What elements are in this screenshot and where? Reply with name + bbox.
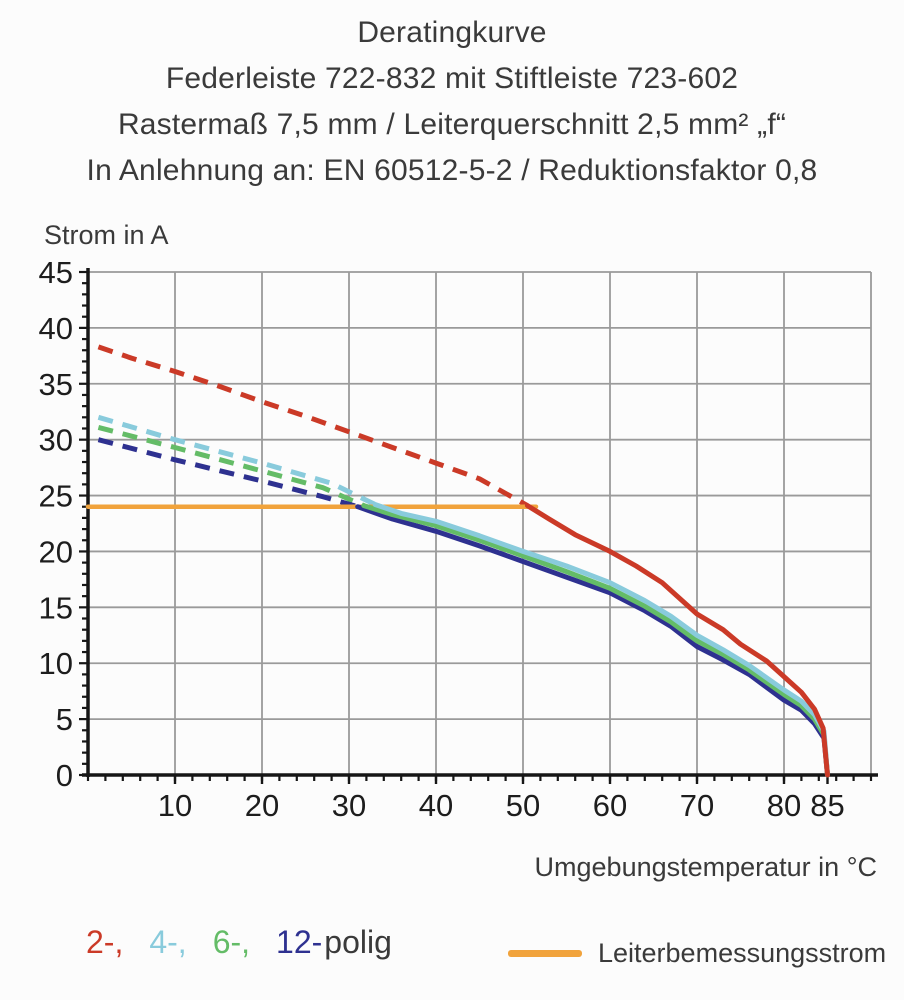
y-tick-label: 45 [39, 255, 73, 290]
legend-item-4-polig: 4-, [149, 924, 187, 960]
y-tick-label: 35 [39, 367, 73, 402]
curve-4-polig-solid [372, 502, 830, 778]
x-tick-label: 40 [419, 788, 453, 823]
curve-12-polig-dashed [97, 437, 359, 510]
chart-title: Deratingkurve [357, 16, 547, 49]
x-tick-label: 10 [158, 788, 192, 823]
legend-suffix: polig [324, 924, 392, 960]
curve-4-polig-dashed [97, 414, 377, 507]
y-tick-label: 20 [39, 534, 73, 569]
x-tick-label: 60 [593, 788, 627, 823]
rating-legend-label: Leiterbemessungsstrom [598, 938, 887, 968]
y-tick-label: 15 [39, 590, 73, 625]
x-tick-label: 85 [810, 788, 844, 823]
curve-6-polig-solid [361, 503, 830, 778]
x-tick-label: 50 [506, 788, 540, 823]
y-tick-label: 25 [39, 479, 73, 514]
chart-subtitle-3: In Anlehnung an: EN 60512-5-2 / Reduktio… [86, 154, 818, 187]
y-tick-label: 10 [39, 646, 73, 681]
curve-2-polig-dashed [97, 344, 529, 508]
series-legend: 2-, 4-, 6-, 12-polig [86, 924, 392, 961]
curve-12-polig-solid [355, 504, 830, 778]
y-axis-title: Strom in A [44, 220, 169, 250]
y-tick-label: 40 [39, 311, 73, 346]
y-tick-label: 5 [56, 702, 73, 737]
y-tick-label: 0 [56, 758, 73, 793]
x-axis-title: Umgebungstemperatur in °C [534, 852, 877, 882]
x-tick-label: 80 [767, 788, 801, 823]
legend-item-6-polig: 6-, [212, 924, 251, 960]
curve-6-polig-dashed [97, 424, 365, 508]
legend-item-2-polig: 2-, [86, 924, 124, 960]
y-tick-label: 30 [39, 423, 73, 458]
title-block: Deratingkurve Federleiste 722-832 mit St… [0, 10, 904, 194]
rating-line-swatch [508, 950, 582, 957]
x-tick-label: 20 [245, 788, 279, 823]
chart-subtitle-2: Rastermaß 7,5 mm / Leiterquerschnitt 2,5… [117, 108, 787, 141]
curve-2-polig-solid [524, 503, 830, 778]
rating-legend: Leiterbemessungsstrom [508, 938, 886, 969]
x-tick-label: 30 [332, 788, 366, 823]
chart-subtitle-1: Federleiste 722-832 mit Stiftleiste 723-… [165, 62, 739, 95]
series-legend-items: 2-, 4-, 6-, 12- [86, 924, 324, 960]
legend-item-12-polig: 12- [276, 924, 323, 960]
x-tick-label: 70 [680, 788, 714, 823]
